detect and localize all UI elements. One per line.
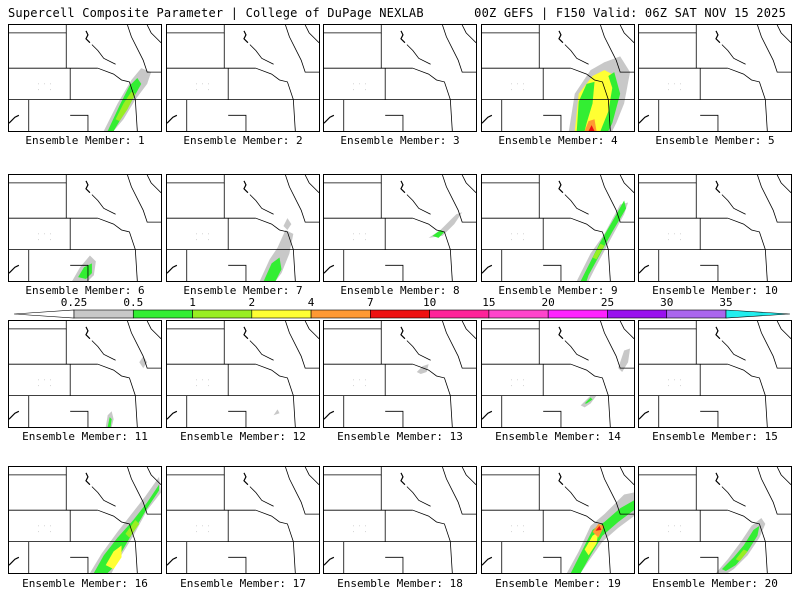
- member-label-18: Ensemble Member: 18: [337, 577, 463, 590]
- colorbar-high-arrow: [725, 309, 790, 319]
- member-map-16: [8, 466, 162, 574]
- member-map-8: [323, 174, 477, 282]
- member-map-12: [166, 320, 320, 428]
- colorbar-tick-label: 7: [367, 296, 374, 309]
- member-map-18: [323, 466, 477, 574]
- member-map-17: [166, 466, 320, 574]
- colorbar-tick-label: 0.5: [123, 296, 144, 309]
- colorbar-bin-1: [132, 309, 193, 319]
- member-map-19: [481, 466, 635, 574]
- member-label-6: Ensemble Member: 6: [25, 284, 145, 297]
- member-map-13: [323, 320, 477, 428]
- colorbar-low-arrow: [14, 309, 75, 319]
- member-label-16: Ensemble Member: 16: [22, 577, 148, 590]
- member-map-14: [481, 320, 635, 428]
- chart-title: Supercell Composite Parameter | College …: [8, 6, 424, 20]
- member-map-11: [8, 320, 162, 428]
- colorbar-bin-6: [429, 309, 490, 319]
- member-map-3: [323, 24, 477, 132]
- member-map-6: [8, 174, 162, 282]
- colorbar-bin-0: [73, 309, 134, 319]
- member-label-19: Ensemble Member: 19: [495, 577, 621, 590]
- colorbar-bin-3: [251, 309, 312, 319]
- member-map-4: [481, 24, 635, 132]
- member-label-12: Ensemble Member: 12: [180, 430, 306, 443]
- member-label-5: Ensemble Member: 5: [655, 134, 775, 147]
- member-label-14: Ensemble Member: 14: [495, 430, 621, 443]
- colorbar-bin-5: [370, 309, 430, 319]
- member-label-1: Ensemble Member: 1: [25, 134, 145, 147]
- member-label-11: Ensemble Member: 11: [22, 430, 148, 443]
- colorbar-tick-label: 0.25: [60, 296, 88, 309]
- member-map-5: [638, 24, 792, 132]
- member-map-15: [638, 320, 792, 428]
- member-map-7: [166, 174, 320, 282]
- colorbar-tick-label: 20: [541, 296, 555, 309]
- member-label-8: Ensemble Member: 8: [340, 284, 460, 297]
- colorbar-bin-2: [192, 309, 253, 319]
- colorbar-bin-8: [547, 309, 608, 319]
- member-map-2: [166, 24, 320, 132]
- colorbar-tick-label: 25: [600, 296, 615, 309]
- member-label-9: Ensemble Member: 9: [498, 284, 618, 297]
- member-map-1: [8, 24, 162, 132]
- colorbar-tick-label: 30: [660, 296, 674, 309]
- colorbar-bin-9: [607, 309, 668, 319]
- member-label-3: Ensemble Member: 3: [340, 134, 460, 147]
- colorbar-tick-label: 2: [248, 296, 256, 309]
- colorbar-bin-10: [666, 309, 727, 319]
- colorbar-tick-label: 10: [423, 296, 437, 309]
- colorbar: [14, 309, 790, 319]
- colorbar-tick-label: 35: [719, 296, 733, 309]
- valid-time: 00Z GEFS | F150 Valid: 06Z SAT NOV 15 20…: [474, 6, 786, 20]
- member-label-7: Ensemble Member: 7: [183, 284, 303, 297]
- member-label-13: Ensemble Member: 13: [337, 430, 463, 443]
- member-map-10: [638, 174, 792, 282]
- colorbar-tick-label: 1: [189, 296, 196, 309]
- member-label-17: Ensemble Member: 17: [180, 577, 306, 590]
- member-map-20: [638, 466, 792, 574]
- colorbar-bin-7: [488, 309, 549, 319]
- member-label-2: Ensemble Member: 2: [183, 134, 303, 147]
- member-label-10: Ensemble Member: 10: [652, 284, 778, 297]
- member-label-15: Ensemble Member: 15: [652, 430, 778, 443]
- member-label-4: Ensemble Member: 4: [498, 134, 618, 147]
- member-label-20: Ensemble Member: 20: [652, 577, 778, 590]
- colorbar-tick-label: 4: [307, 296, 315, 309]
- colorbar-bin-4: [310, 309, 371, 319]
- colorbar-tick-label: 15: [482, 296, 496, 309]
- member-map-9: [481, 174, 635, 282]
